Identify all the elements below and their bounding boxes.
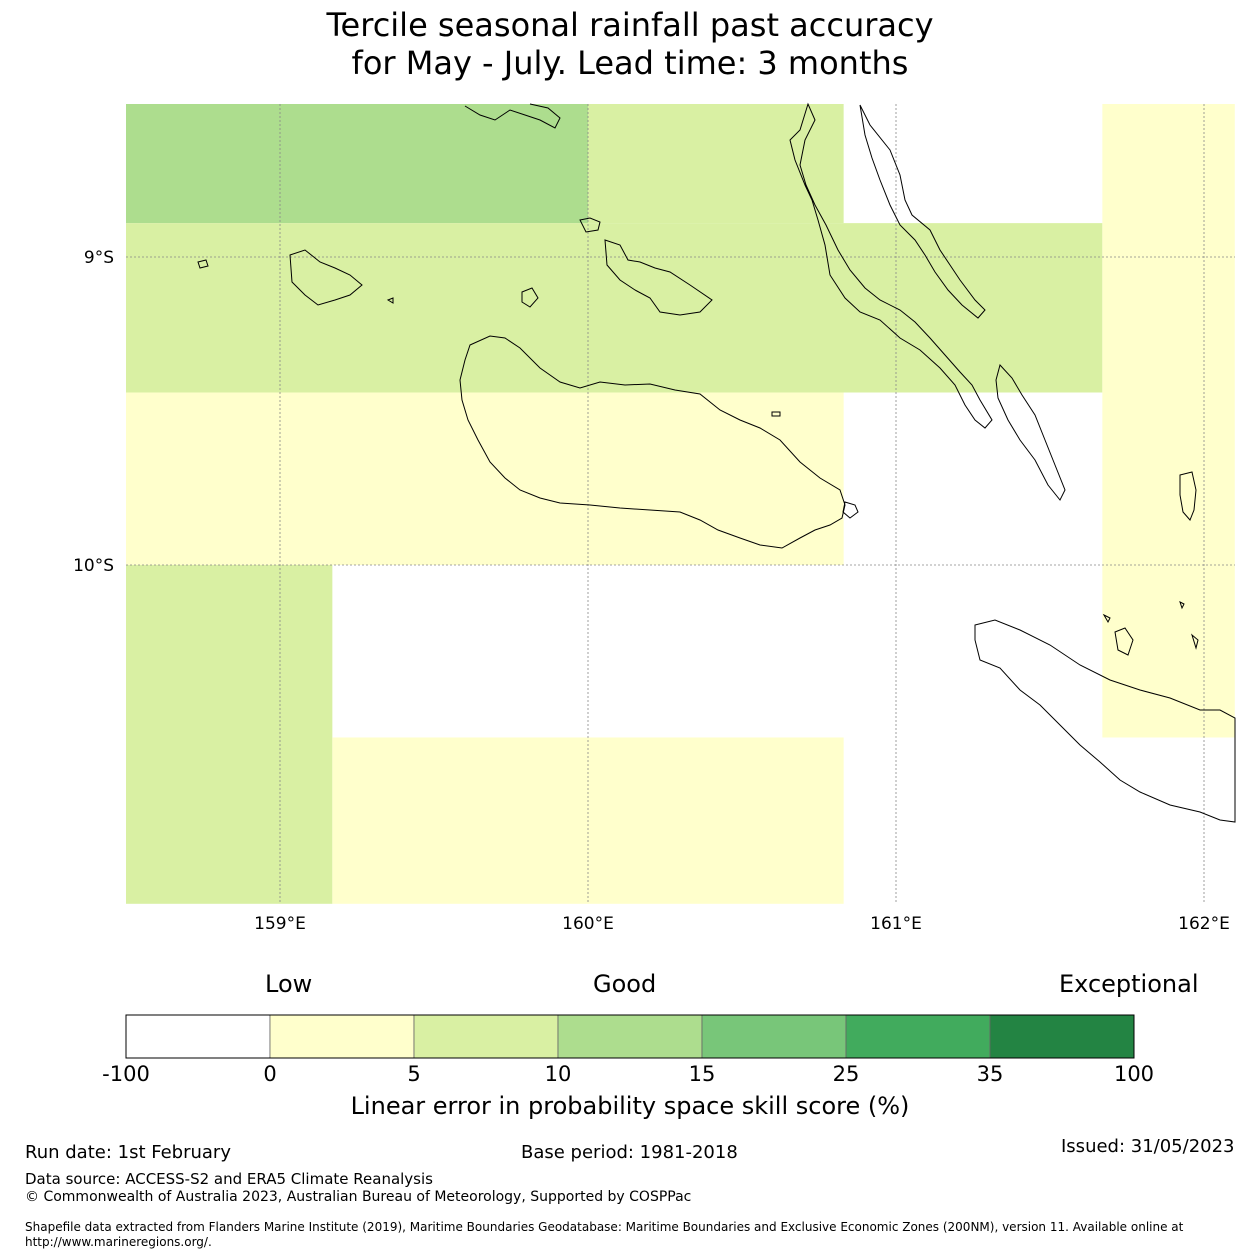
coastline-isabel-north <box>859 104 986 319</box>
colorbar-swatch-1 <box>269 1014 415 1059</box>
data-source: Data source: ACCESS-S2 and ERA5 Climate … <box>25 1170 433 1188</box>
x-tick-label: 159°E <box>254 914 306 934</box>
coastline-guadalcanal <box>459 335 846 549</box>
y-tick-label: 10°S <box>73 556 114 576</box>
x-tick-label: 161°E <box>870 914 922 934</box>
coastline-santa-isabel <box>789 102 993 429</box>
colorbar-swatch-4 <box>701 1014 847 1059</box>
coastline-islet-f <box>1114 627 1134 656</box>
chart-title-line2: for May - July. Lead time: 3 months <box>351 44 909 82</box>
coastline-islet-h <box>1179 601 1185 610</box>
colorbar-tick-label: 15 <box>689 1062 716 1086</box>
colorbar-swatch-0 <box>125 1014 271 1059</box>
colorbar-tick-label: 10 <box>545 1062 572 1086</box>
issued-date: Issued: 31/05/2023 <box>1061 1136 1235 1157</box>
coastline-islet-c <box>579 217 601 233</box>
skill-cell-1 <box>126 104 588 224</box>
colorbar-word-exceptional: Exceptional <box>1059 970 1199 998</box>
coastline-makira <box>974 619 1236 823</box>
skill-map: 159°E 160°E 161°E 162°E 9°S 10°S <box>73 102 1236 934</box>
base-period: Base period: 1981-2018 <box>521 1142 738 1163</box>
shapefile-credit: Shapefile data extracted from Flanders M… <box>25 1220 1184 1249</box>
coastline-islet-b <box>521 287 539 308</box>
colorbar-tick-label: 5 <box>407 1062 420 1086</box>
y-tick-label: 9°S <box>84 248 114 268</box>
coastline-islet-g <box>1102 613 1111 624</box>
coastline-islet-a <box>197 259 209 269</box>
colorbar-tick-label: 25 <box>833 1062 860 1086</box>
coastline-florida-islands <box>604 239 713 316</box>
coastline-north-islets <box>464 103 561 129</box>
colorbar-label: Linear error in probability space skill … <box>351 1092 910 1120</box>
colorbar-swatch-2 <box>413 1014 559 1059</box>
colorbar-tick-label: 35 <box>977 1062 1004 1086</box>
colorbar-outline <box>125 1014 1135 1059</box>
skill-cell-7 <box>1102 104 1235 738</box>
coastline-small-islands-west <box>289 249 363 306</box>
colorbar-swatch-3 <box>557 1014 703 1059</box>
coastline-islet-e <box>771 411 781 417</box>
colorbar-swatch-5 <box>845 1014 991 1059</box>
colorbar-tick-label: 0 <box>263 1062 276 1086</box>
colorbar-tick-label: -100 <box>102 1062 150 1086</box>
chart-title-line1: Tercile seasonal rainfall past accuracy <box>326 6 934 44</box>
colorbar-tick-label: 100 <box>1114 1062 1154 1086</box>
skill-cell-2 <box>588 104 844 224</box>
x-tick-label: 160°E <box>562 914 614 934</box>
colorbar-word-good: Good <box>593 970 657 998</box>
colorbar-swatch-6 <box>989 1014 1135 1059</box>
skill-cell-5 <box>126 565 333 904</box>
run-date: Run date: 1st February <box>25 1142 231 1163</box>
x-tick-label: 162°E <box>1178 914 1230 934</box>
coastline-malaita-north <box>995 363 1066 501</box>
copyright: © Commonwealth of Australia 2023, Austra… <box>25 1189 692 1205</box>
skill-cell-3 <box>126 223 1103 393</box>
colorbar-word-low: Low <box>265 970 313 998</box>
skill-cell-4 <box>126 392 844 565</box>
coastline-malaita-islet <box>1179 471 1197 521</box>
coastline-guadalcanal-tip <box>842 501 859 519</box>
coastline-islet-d <box>386 297 394 304</box>
coastline-islet-i <box>1191 633 1199 650</box>
